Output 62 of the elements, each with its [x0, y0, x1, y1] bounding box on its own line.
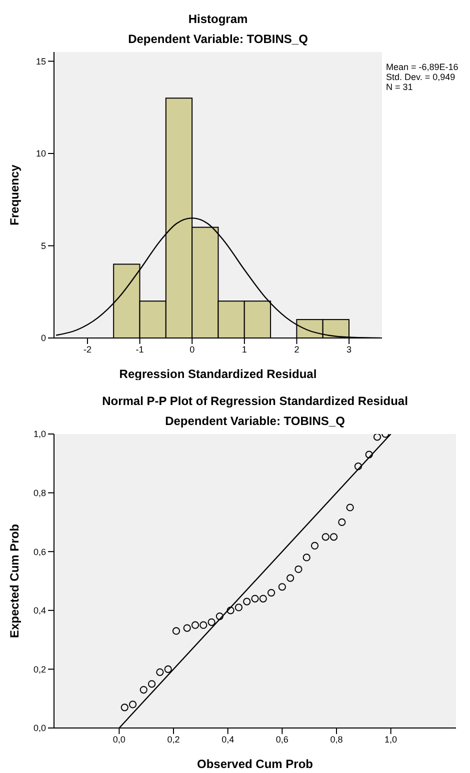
y-tick-label: 1,0	[33, 429, 46, 440]
x-tick-label: 3	[346, 344, 352, 354]
point	[259, 594, 267, 602]
text: Std. Dev. = 0,949	[386, 72, 456, 82]
y-tick-label: 0,0	[33, 723, 46, 734]
x-tick-label: 1	[242, 344, 247, 354]
point	[191, 621, 200, 629]
point	[294, 565, 302, 574]
point	[200, 621, 208, 629]
chart-title: Histogram	[187, 12, 249, 26]
point	[234, 604, 243, 612]
point	[365, 450, 373, 458]
point	[354, 462, 362, 470]
point	[156, 668, 164, 676]
point	[226, 606, 234, 614]
point	[148, 680, 156, 688]
x-tick-label: 0,8	[330, 734, 343, 744]
point	[267, 588, 276, 597]
point	[373, 434, 382, 441]
point	[164, 665, 172, 673]
x-tick-label: 0,6	[276, 734, 288, 744]
point	[310, 542, 319, 550]
x-axis-title: Observed Cum Prob	[196, 757, 314, 771]
point	[286, 574, 294, 582]
point	[120, 704, 128, 712]
point	[322, 533, 330, 541]
x-tick-label: 0	[190, 344, 195, 354]
chart-subtitle: Dependent Variable: TOBINS_Q	[127, 32, 309, 46]
point	[346, 504, 354, 512]
x-tick-label: 1,0	[384, 734, 398, 744]
point	[278, 583, 286, 591]
chart-subtitle: Dependent Variable: TOBINS_Q	[164, 414, 346, 428]
text: Mean = -6,89E-16	[386, 62, 458, 72]
y-tick-label: 15	[36, 56, 46, 66]
point	[302, 554, 310, 562]
point	[172, 627, 180, 635]
x-tick-label: 0,2	[167, 734, 180, 744]
point	[243, 598, 251, 606]
y-tick-label: 10	[36, 148, 46, 159]
y-tick-label: 0,6	[33, 546, 46, 557]
chart-title: Normal P-P Plot of Regression Standardized Residual	[101, 394, 409, 408]
point	[216, 612, 224, 620]
text: N = 31	[386, 82, 414, 92]
x-tick-label: -1	[136, 344, 144, 354]
x-tick-label: 2	[294, 344, 300, 354]
point	[251, 594, 259, 602]
point	[140, 686, 148, 694]
point	[330, 533, 338, 541]
point	[183, 624, 191, 632]
point	[208, 618, 216, 626]
y-tick-label: 5	[40, 240, 46, 251]
point	[128, 700, 137, 708]
y-tick-label: 0,4	[33, 606, 46, 616]
x-tick-label: 0,0	[112, 734, 126, 744]
y-tick-label: 0,2	[33, 664, 46, 674]
x-tick-label: -2	[83, 344, 92, 354]
y-axis-title: Expected Cum Prob	[7, 524, 22, 638]
y-tick-label: 0,8	[33, 488, 46, 498]
y-tick-label: 0	[40, 333, 46, 344]
y-axis-title: Frequency	[7, 164, 22, 226]
point	[338, 518, 346, 526]
x-tick-label: 0,4	[222, 734, 234, 744]
